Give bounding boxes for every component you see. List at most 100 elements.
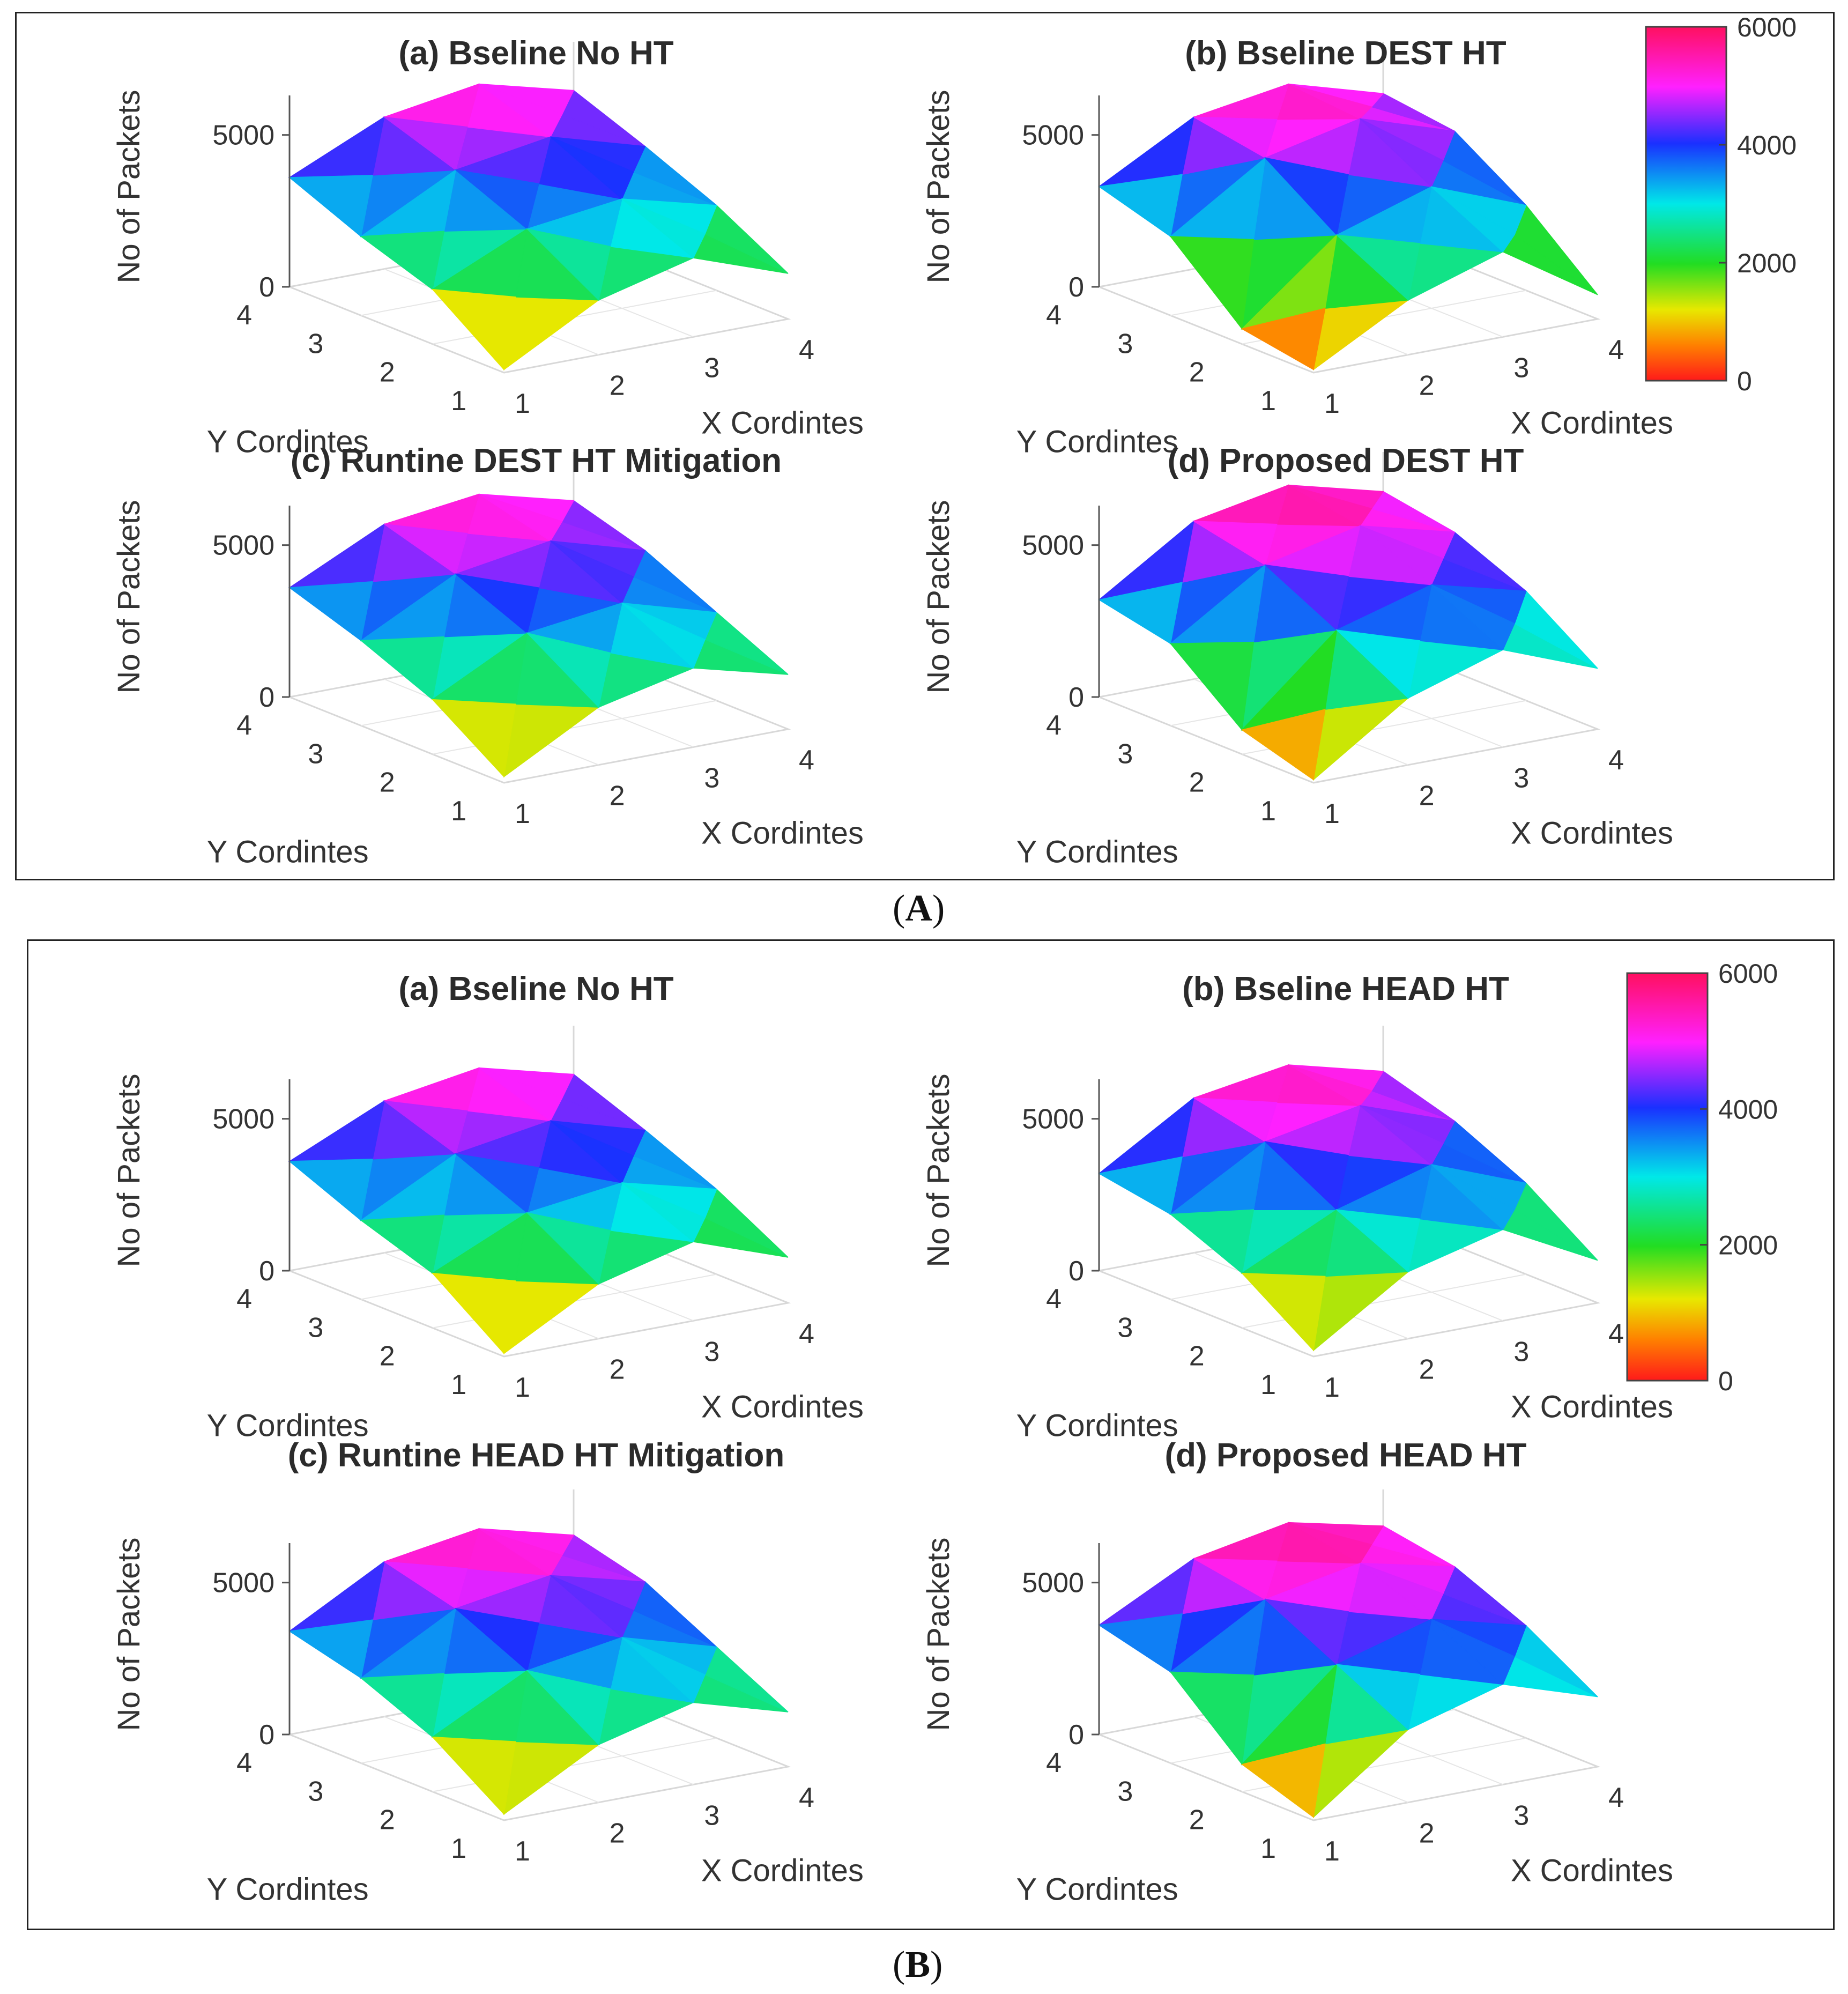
surface-patch	[1264, 564, 1349, 631]
subplot-title: (c) Runtine DEST HT Mitigation	[291, 442, 782, 479]
z-axis-label: No of Packets	[921, 1073, 956, 1267]
surface-patch	[621, 1637, 706, 1703]
y-tick-label: 2	[380, 1341, 395, 1372]
surface-patch	[1169, 1209, 1255, 1274]
surface-patch	[382, 1100, 468, 1155]
x-tick-label: 4	[799, 745, 814, 776]
figure-panel-b-frame	[27, 939, 1835, 1930]
x-tick-label: 4	[1608, 745, 1624, 776]
x-tick-label: 2	[1419, 781, 1435, 812]
x-tick-label: 2	[1419, 1818, 1435, 1849]
x-axis-label: X Cordintes	[1511, 816, 1673, 850]
z-tick-label: 0	[1068, 1256, 1084, 1287]
z-tick-label: 0	[259, 682, 274, 713]
panel-b-caption: (B)	[893, 1944, 943, 1985]
y-axis-label: Y Cordintes	[1016, 1872, 1178, 1907]
y-tick-label: 3	[1117, 328, 1133, 359]
z-tick-label: 5000	[1022, 530, 1084, 561]
z-tick-label: 0	[1068, 682, 1084, 713]
surface-patch	[550, 540, 634, 604]
x-tick-label: 1	[1324, 1836, 1340, 1867]
x-axis-label: X Cordintes	[701, 1853, 864, 1888]
x-tick-label: 1	[1324, 1372, 1340, 1403]
y-tick-label: 1	[451, 1833, 466, 1864]
z-axis-label: No of Packets	[112, 1073, 146, 1267]
surface-patch	[503, 703, 600, 778]
surface-patch	[1288, 1064, 1372, 1106]
surface-patch	[1407, 640, 1504, 699]
x-tick-label: 3	[1513, 1336, 1529, 1367]
surface-patch	[360, 231, 445, 290]
z-tick-label: 5000	[1022, 120, 1084, 151]
surface-patch	[1169, 236, 1255, 330]
y-tick-label: 4	[1046, 1747, 1062, 1778]
z-tick-label: 5000	[212, 1104, 274, 1135]
surface-patch	[478, 83, 563, 138]
surface-patch	[1431, 186, 1516, 253]
surface-patch	[478, 1067, 563, 1122]
y-axis-label: Y Cordintes	[1016, 835, 1178, 870]
y-tick-label: 3	[308, 1312, 323, 1343]
subplot-a-d: 0 5000 1 2 3 4 1 2 3 4 X Cordintes Y Cordintes No of…	[921, 442, 1673, 870]
surface-patch	[454, 573, 539, 634]
surface-patch	[1192, 521, 1278, 566]
surface-patch	[503, 1741, 600, 1815]
x-axis-label: X Cordintes	[1511, 1389, 1673, 1424]
surface-patch	[1335, 1209, 1421, 1273]
x-tick-label: 4	[799, 335, 814, 366]
surface-patch	[1312, 299, 1410, 371]
subplot-title: (d) Proposed HEAD HT	[1164, 1437, 1526, 1474]
surface-patch	[1097, 1156, 1183, 1215]
x-tick-label: 3	[1513, 352, 1529, 383]
surface-patch	[288, 1619, 373, 1679]
surface-patch	[454, 1153, 539, 1214]
x-tick-label: 4	[799, 1782, 814, 1813]
colorbar-gradient	[1626, 972, 1709, 1382]
surface-patch	[478, 493, 563, 542]
z-tick-label: 0	[259, 1719, 274, 1751]
x-axis-label: X Cordintes	[701, 1389, 864, 1424]
subplot-b-d: 0 5000 1 2 3 4 1 2 3 4 X Cordintes Y Cordintes No of…	[921, 1437, 1673, 1907]
surface-patch	[1288, 83, 1372, 120]
z-tick-label: 0	[1068, 272, 1084, 303]
x-tick-label: 3	[1513, 762, 1529, 794]
surface-patch	[1098, 174, 1183, 238]
x-tick-label: 1	[515, 388, 530, 419]
surface-patch	[360, 1214, 445, 1274]
y-tick-label: 4	[236, 1284, 252, 1315]
z-tick-label: 5000	[1022, 1104, 1084, 1135]
surface-patch	[478, 1528, 563, 1576]
surface-patch	[454, 1607, 539, 1672]
x-tick-label: 3	[704, 1800, 719, 1831]
surface-patch	[1193, 1097, 1278, 1143]
z-tick-label: 5000	[1022, 1568, 1084, 1599]
x-tick-label: 1	[1324, 798, 1340, 829]
surface-patch	[1360, 1562, 1444, 1620]
subplot-title: (a) Bseline No HT	[398, 970, 673, 1007]
y-tick-label: 3	[1117, 738, 1133, 769]
colorbar-a: 0 2000 4000 6000	[1645, 12, 1797, 396]
x-tick-label: 2	[610, 1818, 625, 1849]
surface-patch	[360, 1673, 445, 1738]
surface-patch	[288, 523, 385, 588]
surface-patch	[1431, 1619, 1515, 1685]
x-tick-label: 1	[515, 1372, 530, 1403]
surface-patch	[503, 1280, 600, 1355]
y-axis-label: Y Cordintes	[207, 425, 369, 459]
surface-patch	[288, 1159, 373, 1221]
surface-patch	[526, 1670, 611, 1746]
surface-patch	[1360, 1105, 1444, 1166]
surface-patch	[431, 288, 516, 371]
y-tick-label: 3	[1117, 1776, 1133, 1807]
y-tick-label: 2	[380, 357, 395, 388]
surface-patch	[1360, 525, 1444, 585]
colorbar-tick-label: 4000	[1718, 1094, 1778, 1124]
surface-patch	[550, 136, 634, 200]
subplot-title: (b) Bseline DEST HT	[1185, 35, 1506, 72]
y-tick-label: 2	[1189, 767, 1205, 798]
surface-patch	[1193, 484, 1289, 525]
surface-patch	[1312, 1271, 1409, 1352]
surface-patch	[288, 581, 373, 641]
surface-patch	[1193, 1558, 1278, 1600]
y-tick-label: 4	[236, 710, 252, 741]
